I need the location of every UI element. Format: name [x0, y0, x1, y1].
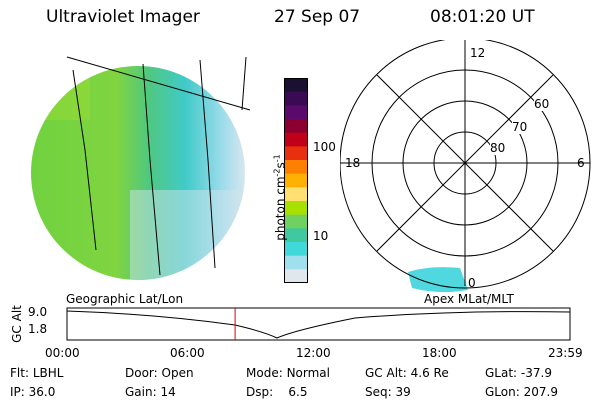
mlat-label-70: 70 [512, 120, 528, 134]
timeline-frame [66, 307, 571, 341]
apex-caption: Apex MLat/MLT [424, 292, 514, 306]
timeline-ylabel: GC Alt [10, 305, 24, 343]
meridian-line [66, 56, 251, 111]
meridian-line [241, 56, 247, 111]
filter-info: Flt: LBHL [10, 366, 64, 380]
app-title: Ultraviolet Imager [46, 7, 200, 27]
dsp-info: Dsp: 6.5 [246, 385, 308, 399]
colorbar-swatch [284, 187, 308, 202]
door-info: Door: Open [125, 366, 194, 380]
colorbar-swatch [284, 242, 308, 257]
mlt-label-18: 18 [345, 156, 361, 170]
xtick-1800: 18:00 [422, 346, 457, 360]
mlt-label-12: 12 [470, 46, 486, 60]
colorbar-swatch [284, 173, 308, 188]
ip-info: IP: 36.0 [10, 385, 56, 399]
glon-info: GLon: 207.9 [485, 385, 558, 399]
colorbar-swatch [284, 201, 308, 216]
gcalt-info: GC Alt: 4.6 Re [365, 366, 449, 380]
timeline-ymin: 1.8 [28, 322, 48, 336]
mlt-label-6: 6 [577, 156, 585, 170]
colorbar-swatch [284, 119, 308, 134]
colorbar-swatch [284, 269, 308, 283]
aurora-patch [408, 267, 468, 293]
colorbar-swatch [284, 228, 308, 243]
geographic-image [31, 56, 251, 280]
xtick-0600: 06:00 [170, 346, 205, 360]
geographic-caption: Geographic Lat/Lon [66, 292, 184, 306]
mlat-label-60: 60 [534, 97, 550, 111]
xtick-1200: 12:00 [296, 346, 331, 360]
altitude-curve [66, 310, 571, 339]
colorbar [284, 78, 308, 283]
mode-info: Mode: Normal [246, 366, 330, 380]
colorbar-swatch [284, 91, 308, 106]
colorbar-swatch [284, 255, 308, 270]
colorbar-tick-100: 100 [313, 140, 336, 154]
polar-diagonal [376, 74, 554, 252]
colorbar-tick-10: 10 [313, 229, 329, 243]
colorbar-swatch [284, 78, 308, 93]
polar-plot [340, 40, 591, 293]
meridian-line [199, 59, 216, 269]
meridian-line [72, 69, 97, 251]
colorbar-swatch [284, 146, 308, 161]
colorbar-border [284, 78, 308, 283]
xtick-2359: 23:59 [548, 346, 583, 360]
meridian-line [142, 63, 161, 276]
xtick-0000: 00:00 [45, 346, 80, 360]
mlt-label-0: 0 [468, 276, 476, 290]
seq-info: Seq: 39 [365, 385, 411, 399]
colorbar-swatch [284, 160, 308, 175]
colorbar-swatch [284, 105, 308, 120]
observation-date: 27 Sep 07 [274, 7, 361, 27]
observation-time: 08:01:20 UT [430, 7, 535, 27]
mlat-label-80: 80 [490, 141, 506, 155]
colorbar-label: photon cm-2s-1 [272, 154, 288, 241]
timeline-ymax: 9.0 [28, 305, 48, 319]
gain-info: Gain: 14 [125, 385, 176, 399]
glat-info: GLat: -37.9 [485, 366, 552, 380]
colorbar-swatch [284, 214, 308, 229]
timeline-plot [66, 307, 571, 341]
colorbar-swatch [284, 132, 308, 147]
